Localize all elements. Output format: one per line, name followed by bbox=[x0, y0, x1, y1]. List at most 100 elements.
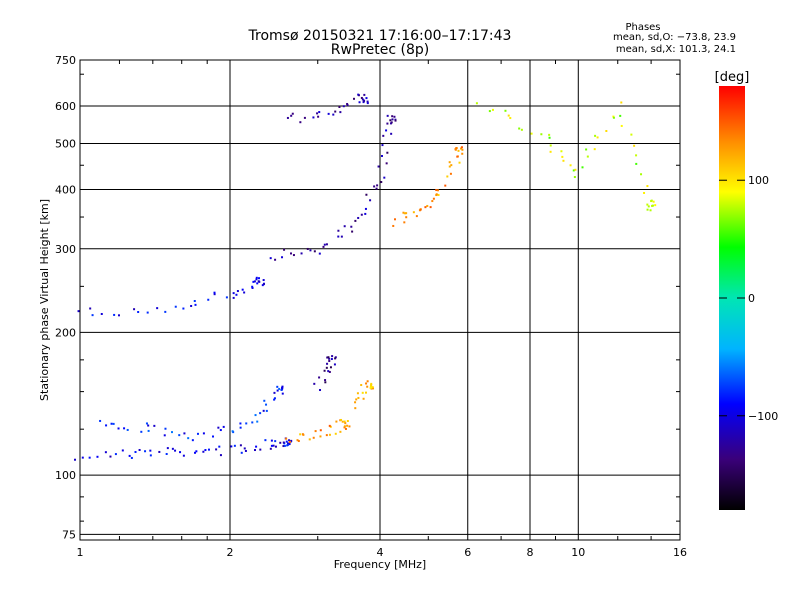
data-point bbox=[449, 172, 452, 175]
data-point bbox=[251, 286, 254, 289]
phase-stats-heading: Phases bbox=[625, 22, 660, 33]
data-point bbox=[436, 189, 439, 192]
data-point bbox=[171, 431, 174, 434]
grid-lines bbox=[80, 60, 680, 540]
data-point bbox=[448, 161, 451, 164]
data-point bbox=[219, 454, 222, 457]
data-point bbox=[366, 102, 369, 105]
data-point bbox=[402, 211, 405, 214]
data-point bbox=[171, 447, 174, 450]
data-point bbox=[300, 252, 303, 255]
data-point bbox=[358, 101, 361, 104]
data-point bbox=[195, 450, 198, 453]
data-point bbox=[651, 204, 654, 207]
data-point bbox=[435, 189, 438, 192]
data-point bbox=[380, 181, 383, 184]
data-point bbox=[585, 148, 588, 151]
data-point bbox=[207, 448, 210, 451]
data-point bbox=[326, 362, 329, 365]
colorbar-tick-label: −100 bbox=[748, 410, 778, 423]
data-point bbox=[274, 440, 277, 443]
data-point bbox=[389, 119, 392, 122]
data-point bbox=[630, 133, 633, 136]
chart-subtitle: RwPretec (8p) bbox=[331, 42, 429, 58]
data-point bbox=[218, 445, 221, 448]
data-point bbox=[325, 366, 328, 369]
data-point bbox=[461, 148, 464, 151]
data-point bbox=[329, 425, 332, 428]
data-point bbox=[74, 458, 77, 461]
data-point bbox=[620, 124, 623, 127]
x-tick-label: 6 bbox=[464, 546, 471, 559]
data-point bbox=[251, 421, 254, 424]
data-point bbox=[572, 169, 575, 172]
data-point bbox=[164, 310, 167, 313]
data-point bbox=[299, 433, 302, 436]
data-point bbox=[330, 358, 333, 361]
data-point bbox=[253, 280, 256, 283]
data-point bbox=[540, 133, 543, 136]
data-point bbox=[272, 444, 275, 447]
data-point bbox=[215, 448, 218, 451]
data-point bbox=[239, 422, 242, 425]
data-point bbox=[405, 216, 408, 219]
data-point bbox=[240, 451, 243, 454]
data-point bbox=[361, 98, 364, 101]
data-point bbox=[296, 439, 299, 442]
data-point bbox=[365, 391, 368, 394]
data-point bbox=[262, 283, 265, 286]
data-point bbox=[344, 422, 347, 425]
data-point bbox=[364, 212, 367, 215]
data-point bbox=[241, 288, 244, 291]
colorbar-tick-label: 0 bbox=[748, 292, 755, 305]
data-point bbox=[269, 257, 272, 260]
data-point bbox=[319, 389, 322, 392]
data-point bbox=[391, 118, 394, 121]
colorbar-label: [deg] bbox=[715, 70, 750, 85]
data-point bbox=[121, 449, 124, 452]
data-point bbox=[285, 440, 288, 443]
data-point bbox=[259, 448, 262, 451]
data-point bbox=[426, 204, 429, 207]
data-point bbox=[334, 357, 337, 360]
data-point bbox=[412, 211, 415, 214]
colorbar-ticks: 100 0 −100 bbox=[719, 174, 778, 423]
data-point bbox=[450, 164, 453, 167]
data-point bbox=[366, 380, 369, 383]
data-point bbox=[372, 387, 375, 390]
data-point bbox=[332, 113, 335, 116]
data-point bbox=[243, 447, 246, 450]
data-point bbox=[236, 290, 239, 293]
data-point bbox=[365, 382, 368, 385]
data-point bbox=[114, 453, 117, 456]
data-point bbox=[99, 419, 102, 422]
data-point bbox=[574, 168, 577, 171]
data-point bbox=[265, 409, 268, 412]
data-point bbox=[147, 429, 150, 432]
data-point bbox=[100, 312, 103, 315]
data-point bbox=[273, 391, 276, 394]
data-points bbox=[74, 93, 657, 461]
data-point bbox=[179, 451, 182, 454]
data-point bbox=[269, 447, 272, 450]
data-point bbox=[365, 193, 368, 196]
data-point bbox=[225, 296, 228, 299]
data-point bbox=[230, 445, 233, 448]
data-point bbox=[288, 439, 291, 442]
data-point bbox=[88, 456, 91, 459]
data-point bbox=[370, 382, 373, 385]
y-tick-label: 750 bbox=[55, 54, 76, 67]
data-point bbox=[264, 439, 267, 442]
data-point bbox=[117, 427, 120, 430]
data-point bbox=[286, 442, 289, 445]
data-point bbox=[145, 422, 148, 425]
data-point bbox=[356, 392, 359, 395]
data-point bbox=[149, 449, 152, 452]
data-point bbox=[507, 114, 510, 117]
data-point bbox=[193, 299, 196, 302]
data-point bbox=[386, 151, 389, 154]
data-point bbox=[350, 225, 353, 228]
data-point bbox=[254, 414, 257, 417]
data-point bbox=[286, 116, 289, 119]
data-point bbox=[355, 398, 358, 401]
